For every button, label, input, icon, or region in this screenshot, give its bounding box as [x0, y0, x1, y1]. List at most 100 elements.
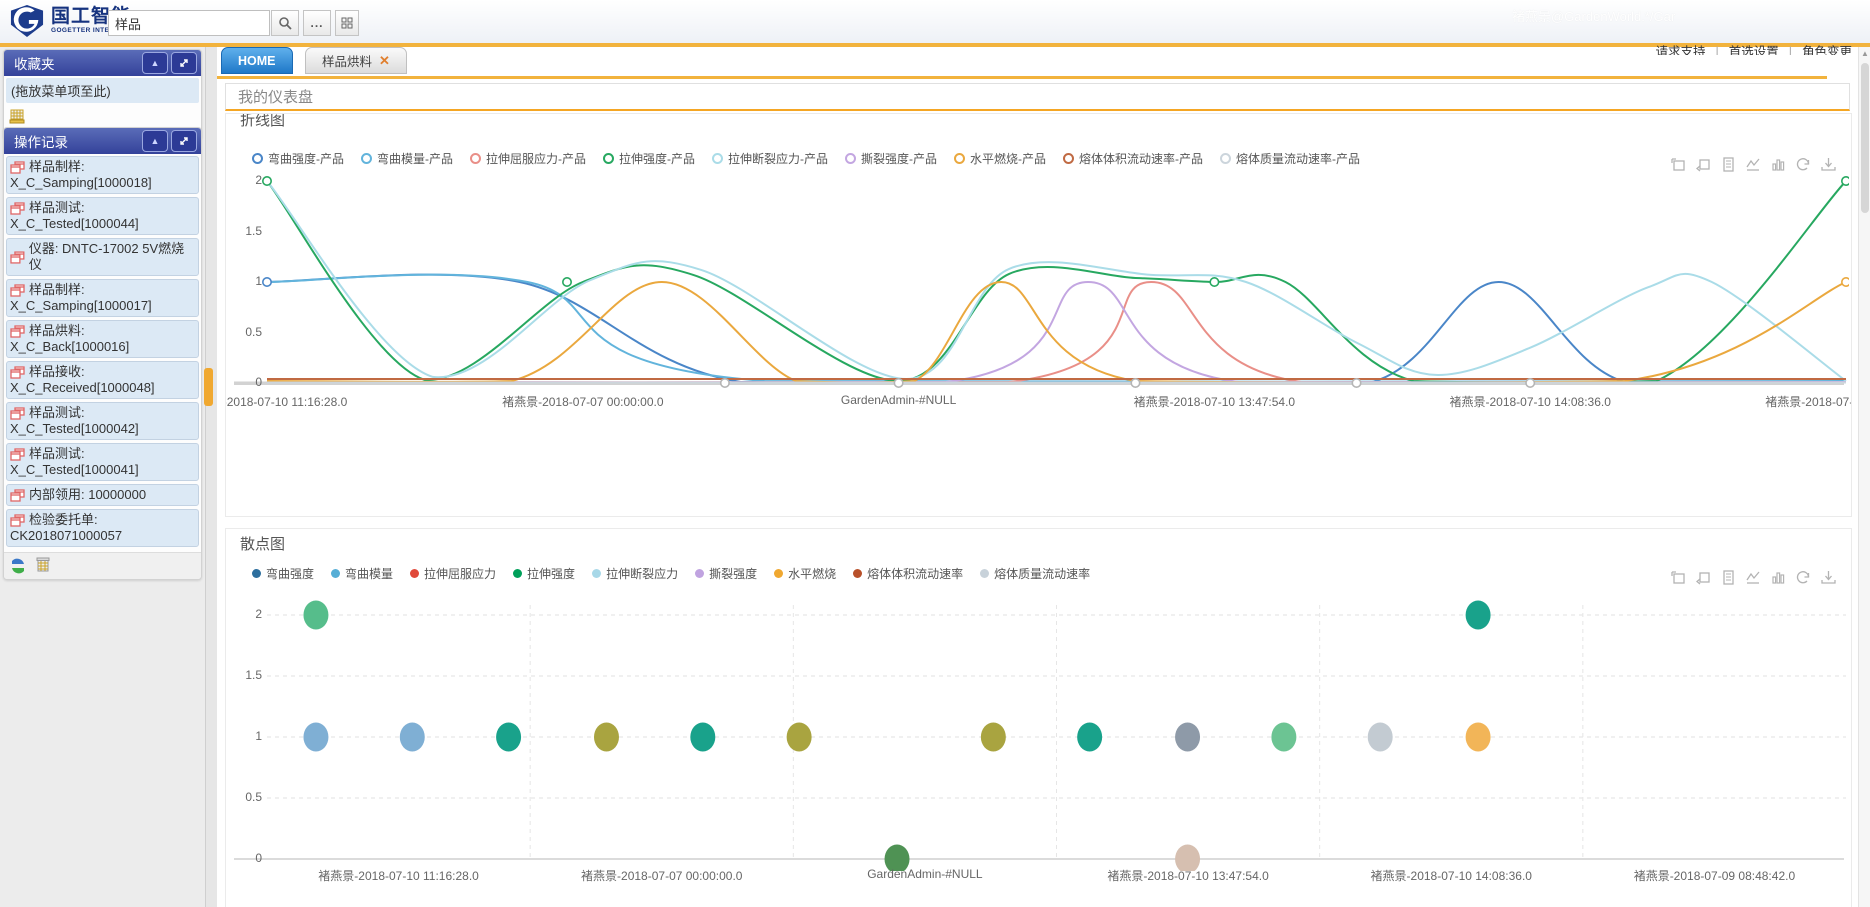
scatter-point[interactable] — [1367, 722, 1393, 752]
legend-item[interactable]: 撕裂强度 — [695, 565, 757, 582]
scatter-point[interactable] — [980, 722, 1006, 752]
legend-item[interactable]: 拉伸强度 — [513, 565, 575, 582]
legend-item[interactable]: 熔体质量流动速率-产品 — [1220, 150, 1360, 167]
scatter-chart-plot[interactable] — [226, 591, 1849, 871]
zoom-restore-icon[interactable] — [1695, 569, 1712, 586]
save-as-image-icon[interactable] — [1820, 569, 1837, 586]
x-tick-label: GardenAdmin-#NULL — [867, 867, 983, 881]
restore-icon[interactable] — [1795, 569, 1812, 586]
history-item[interactable]: 样品接收: X_C_Received[1000048] — [6, 361, 199, 399]
data-point-marker[interactable] — [1209, 277, 1220, 288]
expand-icon — [180, 137, 188, 145]
more-button[interactable]: ... — [303, 10, 331, 36]
legend-item[interactable]: 水平燃烧 — [774, 565, 836, 582]
switch-to-line-icon[interactable] — [1745, 569, 1762, 586]
scatter-point[interactable] — [593, 722, 619, 752]
collapse-up-button[interactable]: ▲ — [142, 52, 168, 74]
history-header: 操作记录 ▲ — [4, 128, 201, 154]
history-item[interactable]: 检验委托单: CK2018071000057 — [6, 509, 199, 547]
scatter-point[interactable] — [786, 722, 812, 752]
restore-icon[interactable] — [1795, 156, 1812, 173]
data-point-marker[interactable] — [1351, 378, 1362, 389]
search-input[interactable] — [109, 15, 269, 31]
line-chart-toolbox — [1670, 156, 1837, 173]
scatter-point[interactable] — [1077, 722, 1103, 752]
switch-to-line-icon[interactable] — [1745, 156, 1762, 173]
scatter-point[interactable] — [303, 600, 329, 630]
data-view-icon[interactable] — [1720, 569, 1737, 586]
data-point-marker[interactable] — [261, 176, 272, 186]
scatter-point[interactable] — [1175, 844, 1201, 872]
legend-item[interactable]: 弯曲强度-产品 — [252, 150, 344, 167]
data-point-marker[interactable] — [893, 378, 904, 389]
history-item[interactable]: 样品测试: X_C_Tested[1000042] — [6, 402, 199, 440]
legend-item[interactable]: 撕裂强度-产品 — [845, 150, 937, 167]
vertical-scrollbar[interactable]: ▲ — [1858, 47, 1870, 907]
legend-item[interactable]: 拉伸断裂应力-产品 — [712, 150, 828, 167]
tab-sample-baking[interactable]: 样品烘料 ✕ — [305, 47, 407, 74]
scatter-point[interactable] — [496, 722, 522, 752]
legend-item[interactable]: 拉伸断裂应力 — [592, 565, 678, 582]
legend-item[interactable]: 拉伸强度-产品 — [603, 150, 695, 167]
legend-item[interactable]: 拉伸屈服应力-产品 — [470, 150, 586, 167]
tab-home[interactable]: HOME — [221, 47, 293, 74]
legend-item[interactable]: 水平燃烧-产品 — [954, 150, 1046, 167]
expand-button[interactable] — [171, 52, 197, 74]
history-item[interactable]: 样品制样: X_C_Samping[1000018] — [6, 156, 199, 194]
trash-icon[interactable] — [8, 107, 26, 125]
scatter-point[interactable] — [690, 722, 716, 752]
scroll-up-icon[interactable]: ▲ — [1861, 49, 1869, 58]
trash-icon[interactable] — [34, 556, 52, 574]
refresh-recycle-icon[interactable] — [8, 556, 28, 576]
scrollbar-thumb[interactable] — [1861, 63, 1869, 213]
scatter-point[interactable] — [1175, 722, 1201, 752]
data-point-marker[interactable] — [261, 277, 272, 288]
data-point-marker[interactable] — [719, 378, 730, 389]
apps-grid-button[interactable] — [335, 10, 359, 36]
switch-to-bar-icon[interactable] — [1770, 569, 1787, 586]
data-point-marker[interactable] — [1841, 277, 1849, 287]
expand-button[interactable] — [171, 130, 197, 152]
favorites-body — [4, 105, 201, 139]
quick-link-0[interactable]: 请求支持 — [1655, 45, 1706, 55]
search-button[interactable] — [271, 10, 299, 36]
history-item[interactable]: 样品烘料: X_C_Back[1000016] — [6, 320, 199, 358]
scatter-point[interactable] — [303, 722, 329, 752]
line-chart-plot[interactable] — [226, 166, 1849, 411]
area-zoom-icon[interactable] — [1670, 156, 1687, 173]
data-point-marker[interactable] — [1525, 378, 1536, 389]
history-item[interactable]: 样品测试: X_C_Tested[1000041] — [6, 443, 199, 481]
history-item[interactable]: 内部领用: 10000000 — [6, 484, 199, 506]
line-series — [266, 180, 1847, 382]
scatter-point[interactable] — [1465, 600, 1491, 630]
history-item[interactable]: 仪器: DNTC-17002 5V燃烧仪 — [6, 238, 199, 276]
tab-close-icon[interactable]: ✕ — [379, 52, 390, 68]
data-view-icon[interactable] — [1720, 156, 1737, 173]
area-zoom-icon[interactable] — [1670, 569, 1687, 586]
data-point-marker[interactable] — [562, 277, 573, 288]
legend-item[interactable]: 熔体体积流动速率 — [853, 565, 963, 582]
scatter-point[interactable] — [1465, 722, 1491, 752]
zoom-restore-icon[interactable] — [1695, 156, 1712, 173]
legend-item[interactable]: 拉伸屈服应力 — [410, 565, 496, 582]
legend-item[interactable]: 熔体质量流动速率 — [980, 565, 1090, 582]
legend-dot-icon — [331, 569, 341, 578]
scatter-point[interactable] — [1271, 722, 1297, 752]
collapse-up-button[interactable]: ▲ — [142, 130, 168, 152]
quick-link-1[interactable]: 首选设置 — [1728, 45, 1779, 55]
sidebar-collapse-handle[interactable] — [204, 368, 213, 406]
switch-to-bar-icon[interactable] — [1770, 156, 1787, 173]
scatter-chart-title: 散点图 — [240, 536, 286, 553]
legend-item[interactable]: 弯曲模量 — [331, 565, 393, 582]
data-point-marker[interactable] — [1130, 378, 1141, 389]
scatter-point[interactable] — [399, 722, 425, 752]
legend-item[interactable]: 弯曲强度 — [252, 565, 314, 582]
data-point-marker[interactable] — [1841, 176, 1849, 186]
history-item[interactable]: 样品制样: X_C_Samping[1000017] — [6, 279, 199, 317]
legend-item[interactable]: 熔体体积流动速率-产品 — [1063, 150, 1203, 167]
legend-item[interactable]: 弯曲模量-产品 — [361, 150, 453, 167]
scatter-point[interactable] — [884, 844, 910, 872]
quick-link-2[interactable]: 角色变更 — [1801, 45, 1852, 55]
history-item[interactable]: 样品测试: X_C_Tested[1000044] — [6, 197, 199, 235]
save-as-image-icon[interactable] — [1820, 156, 1837, 173]
